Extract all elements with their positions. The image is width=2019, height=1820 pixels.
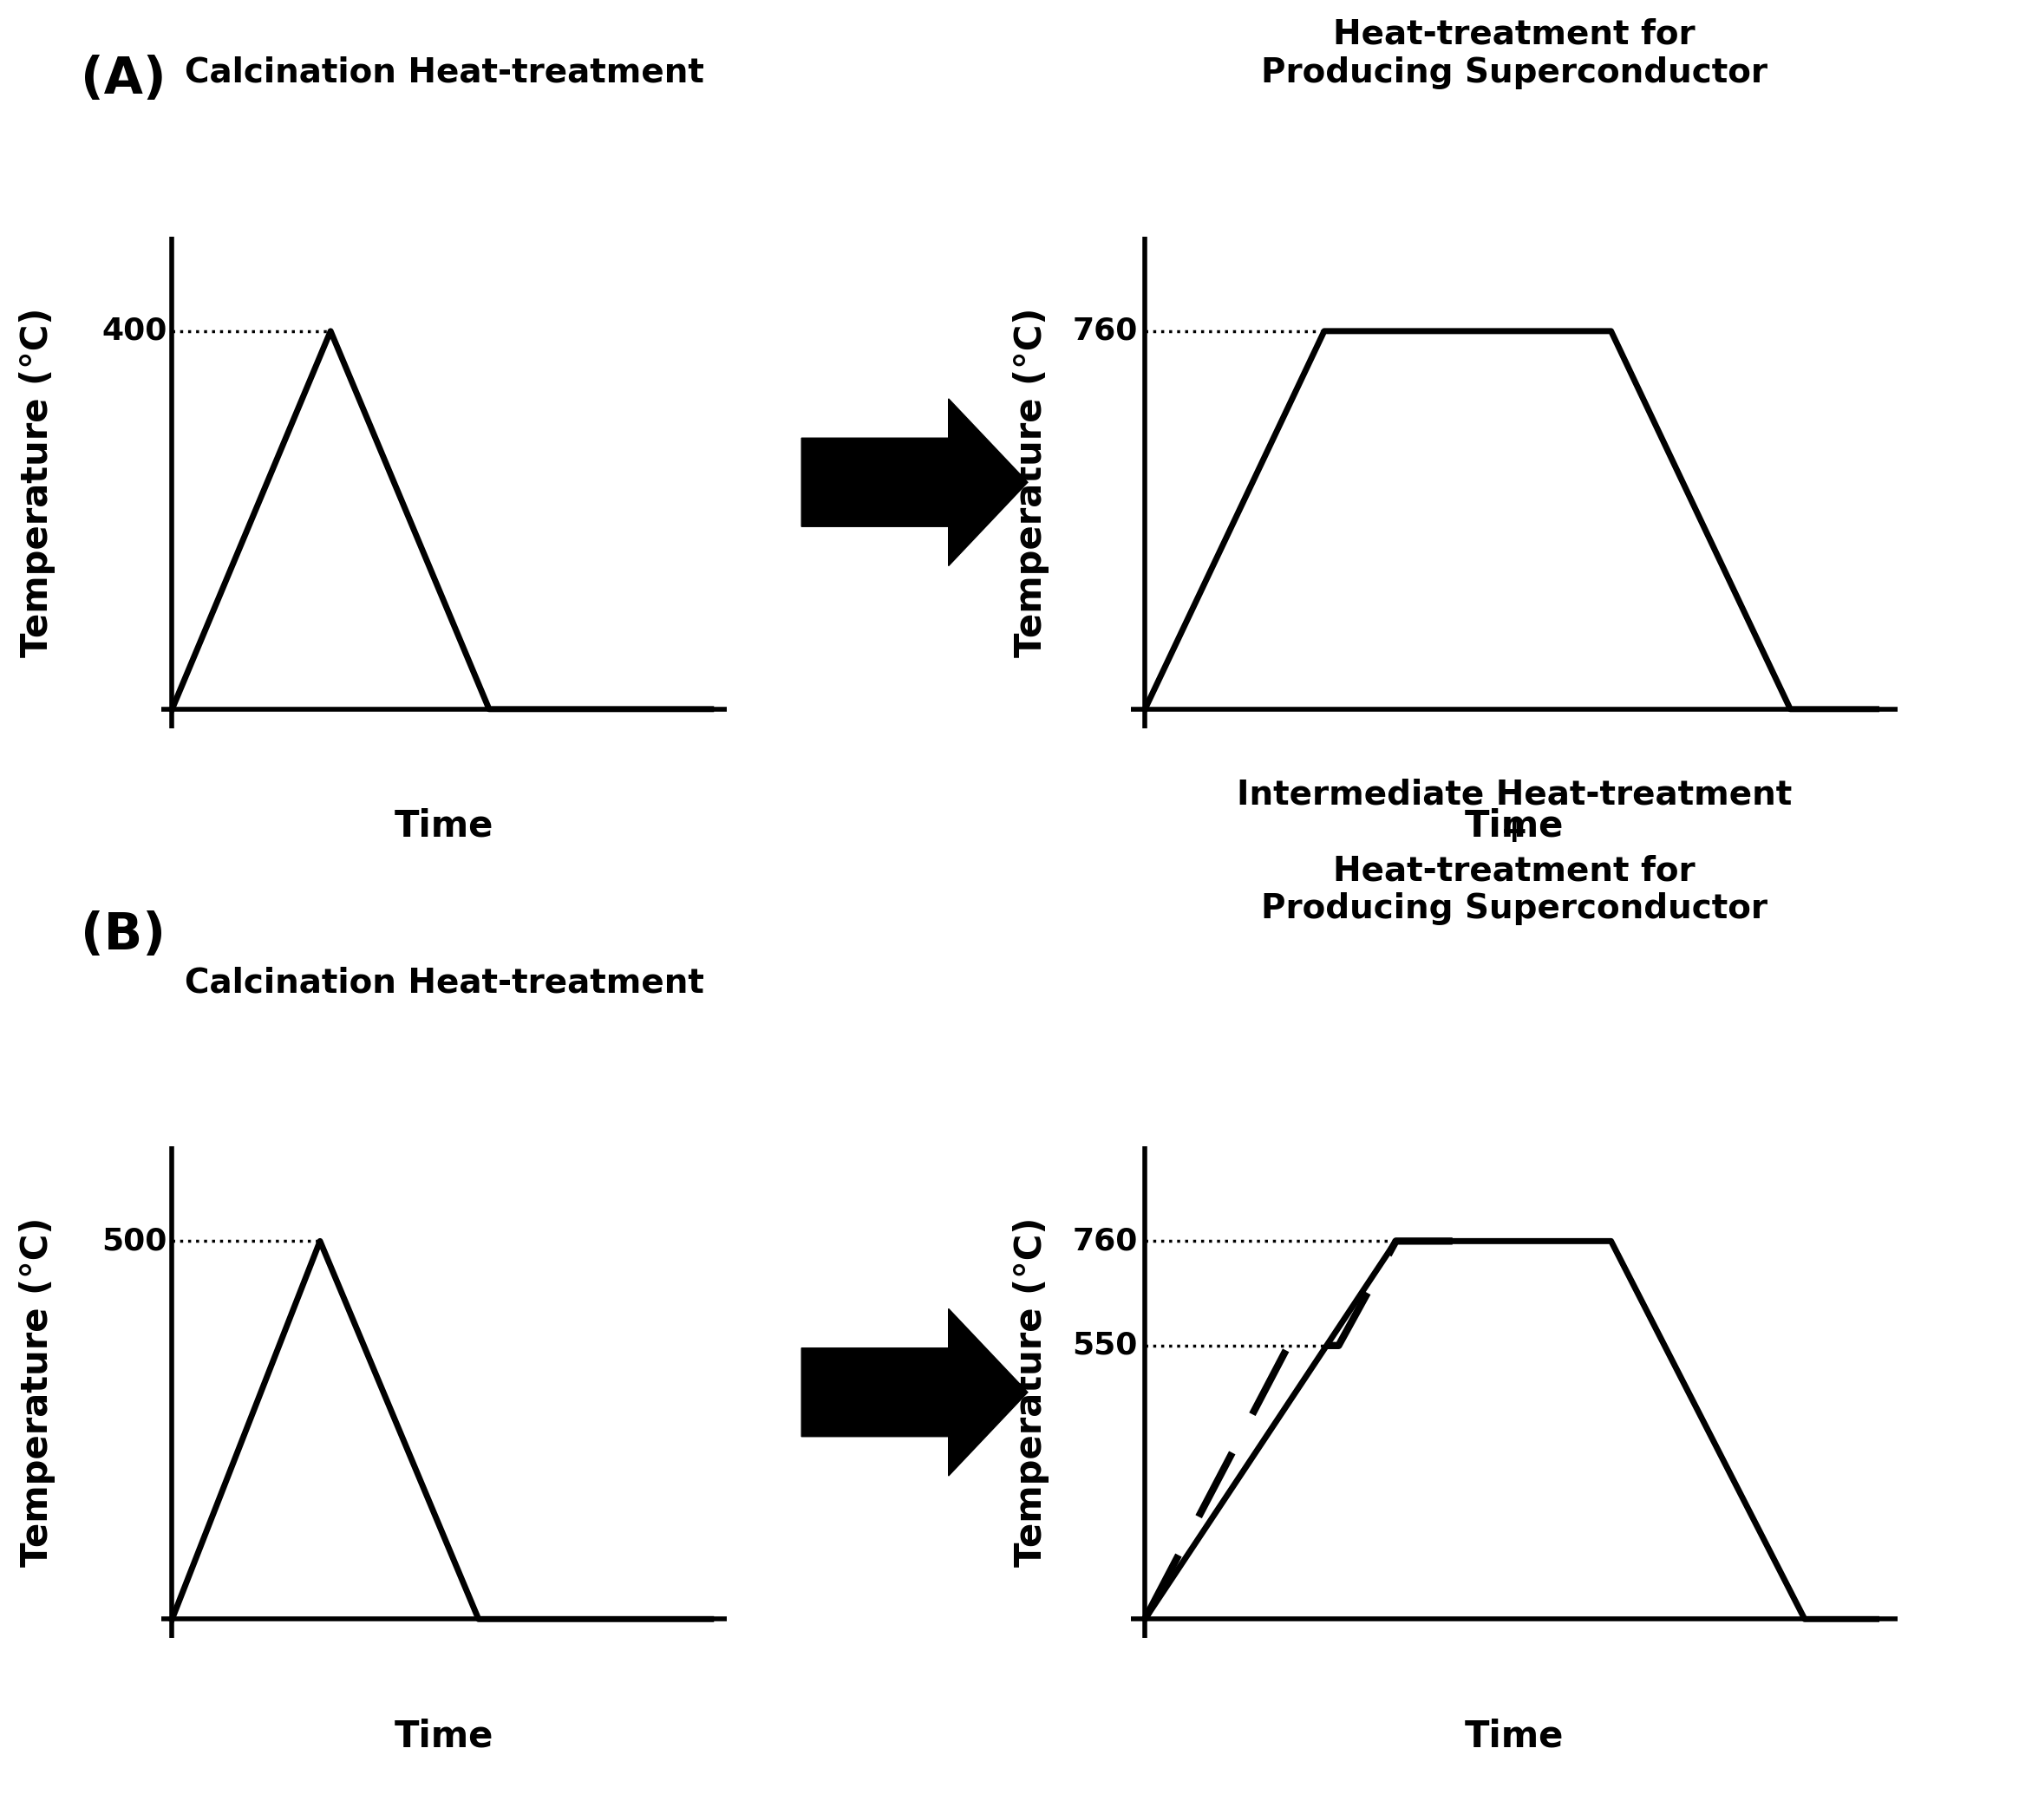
Text: 760: 760 xyxy=(1072,317,1139,346)
Text: Temperature (°C): Temperature (°C) xyxy=(1014,308,1050,657)
Text: (B): (B) xyxy=(81,910,166,959)
Text: 400: 400 xyxy=(101,317,168,346)
Text: Heat-treatment for
Producing Superconductor: Heat-treatment for Producing Superconduc… xyxy=(1262,18,1767,89)
Text: Temperature (°C): Temperature (°C) xyxy=(1014,1218,1050,1567)
FancyArrow shape xyxy=(802,1309,1028,1476)
Text: Temperature (°C): Temperature (°C) xyxy=(18,308,55,657)
Text: (A): (A) xyxy=(81,55,166,104)
Text: Calcination Heat-treatment: Calcination Heat-treatment xyxy=(184,966,705,999)
Text: 550: 550 xyxy=(1072,1330,1139,1360)
Text: Time: Time xyxy=(394,1718,495,1754)
Text: Time: Time xyxy=(1464,808,1565,844)
Text: Temperature (°C): Temperature (°C) xyxy=(18,1218,55,1567)
FancyArrow shape xyxy=(802,399,1028,566)
Text: Time: Time xyxy=(394,808,495,844)
Text: 500: 500 xyxy=(101,1227,168,1256)
Text: 760: 760 xyxy=(1072,1227,1139,1256)
Text: Calcination Heat-treatment: Calcination Heat-treatment xyxy=(184,56,705,89)
Text: Time: Time xyxy=(1464,1718,1565,1754)
Text: Intermediate Heat-treatment
+
Heat-treatment for
Producing Superconductor: Intermediate Heat-treatment + Heat-treat… xyxy=(1236,779,1793,925)
